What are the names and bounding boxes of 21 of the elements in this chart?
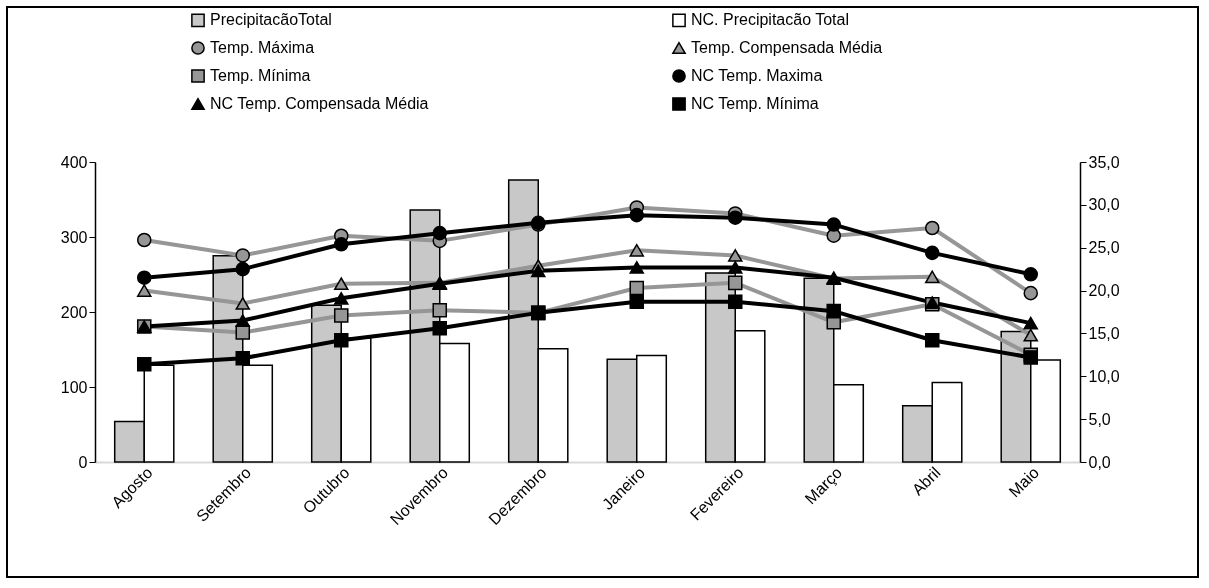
y2-tick-label: 10,0 — [1088, 367, 1120, 385]
y2-tick-label: 0,0 — [1088, 453, 1111, 471]
legend-label: NC Temp. Mínima — [691, 95, 819, 112]
y-tick-label: 100 — [60, 378, 88, 396]
y-tick-label: 400 — [60, 153, 88, 171]
legend-label: NC. Precipitacão Total — [691, 11, 849, 29]
y2-tick-label: 30,0 — [1088, 196, 1120, 214]
legend-label: Temp. Compensada Média — [691, 39, 883, 56]
y2-tick-label: 35,0 — [1088, 153, 1120, 171]
y-tick-label: 200 — [60, 303, 88, 321]
legend-label: NC Temp. Maxima — [691, 67, 823, 84]
y2-tick-label: 5,0 — [1088, 410, 1111, 428]
y2-tick-label: 15,0 — [1088, 324, 1120, 342]
y2-tick-label: 20,0 — [1088, 282, 1120, 300]
y-tick-label: 300 — [60, 228, 88, 246]
legend-label: NC Temp. Compensada Média — [210, 95, 429, 112]
y2-tick-label: 25,0 — [1088, 239, 1120, 257]
y-tick-label: 0 — [78, 453, 88, 471]
legend-label: Temp. Mínima — [210, 67, 311, 84]
legend-label: PrecipitacãoTotal — [210, 11, 332, 29]
legend-label: Temp. Máxima — [210, 39, 315, 56]
